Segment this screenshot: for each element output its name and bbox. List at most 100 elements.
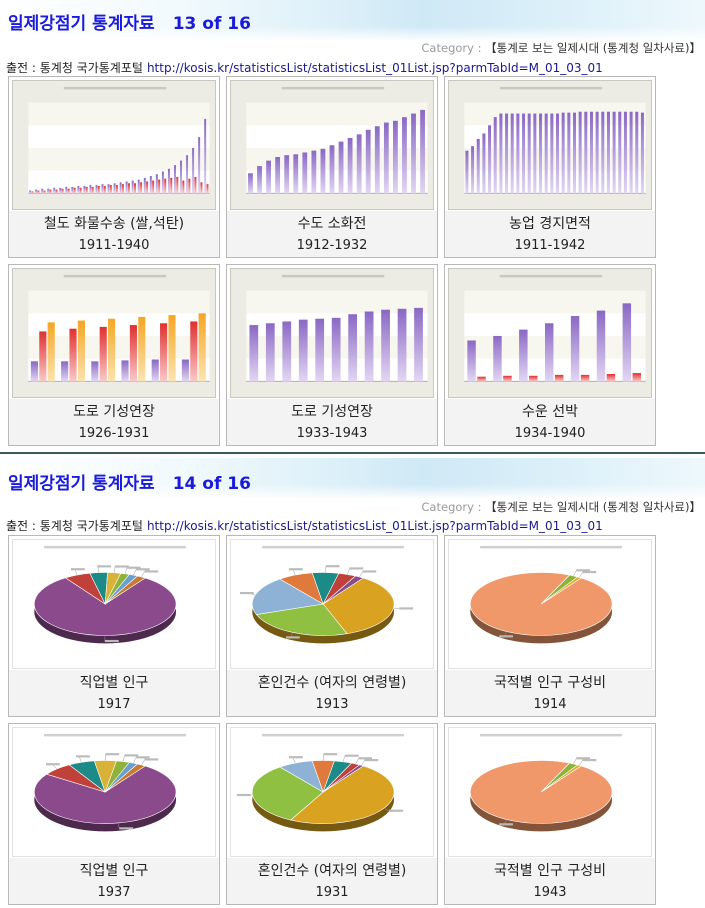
bar <box>580 374 590 382</box>
source-url-link[interactable]: http://kosis.kr/statisticsList/statistic… <box>146 519 603 533</box>
chart-card[interactable]: 국적별 인구 구성비 1914 <box>444 535 656 717</box>
pie-leader <box>292 757 296 764</box>
bar <box>146 181 149 194</box>
chart-card[interactable]: 농업 경지면적 1911-1942 <box>444 76 656 258</box>
pie-leader <box>359 571 363 578</box>
chart-thumbnail[interactable] <box>12 727 216 857</box>
chart-thumbnail[interactable] <box>12 268 216 398</box>
card-years: 1926-1931 <box>9 423 219 445</box>
bar <box>95 185 98 194</box>
pie-leader <box>141 759 145 766</box>
bar <box>293 154 299 194</box>
chart-thumbnail[interactable] <box>230 80 434 210</box>
chart-card[interactable]: 수도 소화전 1912-1932 <box>226 76 438 258</box>
chart-card[interactable]: 혼인건수 (여자의 연령별) 1931 <box>226 723 438 905</box>
pie-label-stub <box>144 758 159 761</box>
chart-svg <box>469 733 622 832</box>
bar <box>73 187 76 194</box>
bar <box>170 177 173 194</box>
card-years: 1917 <box>9 694 219 716</box>
chart-svg <box>464 86 646 194</box>
chart-thumbnail[interactable] <box>230 727 434 857</box>
bar <box>47 322 55 382</box>
grid-band <box>464 313 646 336</box>
bar <box>121 184 124 194</box>
bar <box>47 188 50 194</box>
chart-card[interactable]: 국적별 인구 구성비 1943 <box>444 723 656 905</box>
bar <box>151 359 159 382</box>
pie-label-stub <box>135 756 150 759</box>
chart-card[interactable]: 수운 선박 1934-1940 <box>444 264 656 446</box>
chart-thumbnail[interactable] <box>448 727 652 857</box>
bar <box>168 315 176 382</box>
chart-thumbnail[interactable] <box>448 268 652 398</box>
category-link[interactable]: 【통계로 보는 일제시대 (통계청 일차사료)】 <box>485 41 701 55</box>
bar <box>629 111 633 194</box>
pie-leader <box>74 569 78 576</box>
bar <box>129 325 137 382</box>
chart-svg <box>33 545 186 644</box>
chart-card[interactable]: 직업별 인구 1917 <box>8 535 220 717</box>
chart-card[interactable]: 도로 기성연장 1933-1943 <box>226 264 438 446</box>
chart-card[interactable]: 도로 기성연장 1926-1931 <box>8 264 220 446</box>
chart-thumbnail[interactable] <box>12 539 216 669</box>
chart-card[interactable]: 직업별 인구 1937 <box>8 723 220 905</box>
chart-svg <box>246 274 428 382</box>
pie-slice <box>540 576 582 605</box>
card-title: 도로 기성연장 <box>227 399 437 425</box>
bar <box>589 111 593 194</box>
chart-thumbnail[interactable] <box>448 539 652 669</box>
card-years: 1911-1942 <box>445 235 655 257</box>
section-divider <box>0 452 705 454</box>
pie-title-stub <box>262 733 404 737</box>
pie-label-stub <box>119 827 134 830</box>
bar <box>186 155 189 194</box>
card-title: 농업 경지면적 <box>445 211 655 237</box>
chart-thumbnail[interactable] <box>448 80 652 210</box>
card-years: 1912-1932 <box>227 235 437 257</box>
bar <box>152 180 155 194</box>
bar <box>578 111 582 194</box>
pie-label-stub <box>399 607 414 610</box>
pie-label-stub <box>236 793 251 797</box>
pie-leader <box>383 807 390 812</box>
chart-thumbnail[interactable] <box>230 539 434 669</box>
bar <box>529 375 538 382</box>
bar <box>402 117 407 194</box>
bar <box>49 189 52 194</box>
bar <box>561 112 565 194</box>
bar <box>482 133 486 194</box>
source-url-link[interactable]: http://kosis.kr/statisticsList/statistic… <box>146 61 603 75</box>
chart-title-stub <box>63 274 167 278</box>
chart-title-stub <box>281 274 385 278</box>
bar <box>522 113 526 194</box>
card-years: 1913 <box>227 694 437 716</box>
bar <box>37 190 40 194</box>
bar <box>143 177 146 194</box>
bar <box>383 122 389 194</box>
card-title: 국적별 인구 구성비 <box>445 670 655 696</box>
chart-card[interactable]: 혼인건수 (여자의 연령별) 1913 <box>226 535 438 717</box>
bar <box>85 186 88 194</box>
bar <box>176 176 179 194</box>
bar <box>29 190 32 194</box>
bar <box>570 316 580 382</box>
bar <box>282 321 292 382</box>
bar <box>265 323 275 382</box>
bar <box>190 321 198 382</box>
bar <box>59 187 62 194</box>
chart-thumbnail[interactable] <box>230 268 434 398</box>
pie-label-stub <box>104 639 119 643</box>
bar <box>198 313 206 382</box>
bar <box>284 155 290 194</box>
bar <box>71 186 74 194</box>
bar <box>31 191 34 194</box>
category-link[interactable]: 【통계로 보는 일제시대 (통계청 일차사료)】 <box>485 500 701 514</box>
bar <box>188 178 191 194</box>
pie-leader <box>579 572 583 578</box>
chart-card[interactable]: 철도 화물수송 (쌀,석탄) 1911-1940 <box>8 76 220 258</box>
pie-slice <box>104 763 146 793</box>
pie-label-stub <box>325 565 340 568</box>
bar <box>550 113 554 194</box>
chart-thumbnail[interactable] <box>12 80 216 210</box>
